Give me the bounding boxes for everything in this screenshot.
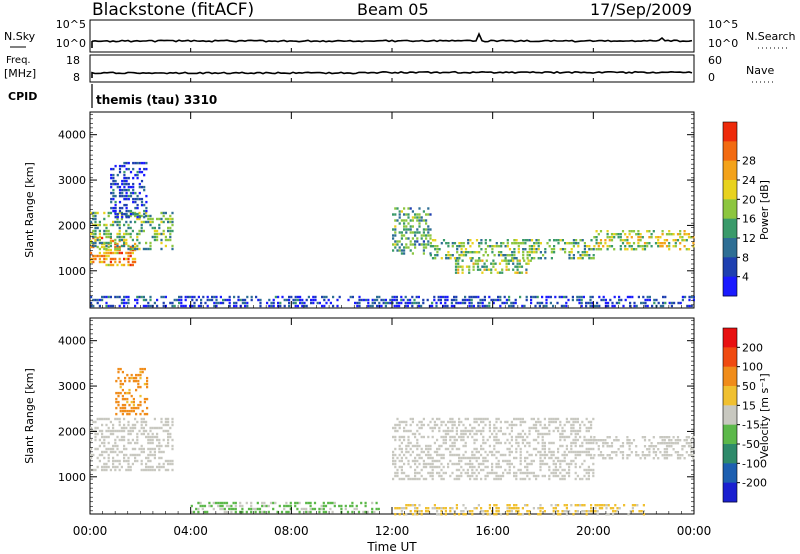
date-title: 17/Sep/2009 [590, 0, 692, 19]
velocity-region [90, 417, 174, 472]
nave-tick-top: 60 [708, 54, 722, 67]
x-tick-label: 20:00 [576, 524, 611, 538]
power-region [110, 161, 148, 219]
power-colorbar-swatch [723, 238, 737, 258]
nsearch-tick-top: 10^5 [708, 18, 738, 31]
velocity-y-axis: 1000 2000 3000 4000 [58, 319, 694, 512]
power-y-label: Slant Range [km] [23, 162, 36, 258]
power-colorbar-label: Power [dB] [758, 180, 771, 240]
freq-trace [91, 70, 693, 78]
power-colorbar: 4 8 12 16 20 24 28 [722, 121, 756, 297]
velocity-y-label: Slant Range [km] [23, 368, 36, 464]
power-colorbar-tick: 12 [742, 232, 756, 245]
y-tick-label: 2000 [58, 425, 86, 438]
nsky-trace [91, 32, 693, 48]
nsky-label: N.Sky [4, 30, 36, 43]
y-tick-label: 1000 [58, 471, 86, 484]
cpid-program: themis (tau) 3310 [96, 93, 217, 107]
velocity-colorbar-tick: 50 [742, 380, 756, 393]
velocity-region [190, 501, 380, 514]
nave-tick-bottom: 0 [708, 71, 715, 84]
freq-tick-top: 18 [66, 54, 80, 67]
power-colorbar-tick: 24 [742, 174, 756, 187]
power-heatmap [90, 161, 695, 308]
nave-label: Nave [746, 64, 774, 77]
x-tick-label: 04:00 [173, 524, 208, 538]
freq-tick-bottom: 8 [73, 71, 80, 84]
power-colorbar-tick: 28 [742, 155, 756, 168]
power-region [454, 259, 532, 274]
time-x-axis: 00:00 04:00 08:00 12:00 16:00 20:00 00:00 [73, 48, 712, 538]
cpid-label: CPID [8, 90, 37, 103]
power-colorbar-tick: 4 [742, 271, 749, 284]
x-axis-label: Time UT [366, 540, 417, 554]
velocity-region [593, 436, 695, 460]
x-tick-label: 00:00 [677, 524, 712, 538]
velocity-region [115, 367, 149, 416]
velocity-colorbar-tick: -15 [742, 419, 760, 432]
nsky-tick-top: 10^5 [56, 18, 86, 31]
velocity-colorbar-swatch [723, 386, 737, 406]
power-colorbar-swatch [723, 276, 737, 297]
velocity-colorbar-swatch [723, 463, 737, 484]
y-tick-label: 4000 [58, 335, 86, 348]
freq-unit-label: [MHz] [4, 67, 36, 80]
y-tick-label: 2000 [58, 219, 86, 232]
velocity-colorbar-tick: -50 [742, 438, 760, 451]
power-region [429, 239, 595, 260]
power-colorbar-swatch [723, 141, 737, 162]
freq-label: Freq. [6, 55, 31, 66]
velocity-colorbar-swatch [723, 482, 737, 503]
power-colorbar-tick: 16 [742, 213, 756, 226]
velocity-colorbar-swatch [723, 347, 737, 368]
power-colorbar-tick: 20 [742, 193, 756, 206]
velocity-colorbar-tick: -200 [742, 477, 767, 490]
freq-panel-frame [89, 54, 695, 83]
y-tick-label: 1000 [58, 265, 86, 278]
power-colorbar-swatch [723, 122, 737, 142]
power-y-axis: 1000 2000 3000 4000 [58, 113, 694, 306]
velocity-colorbar-swatch [723, 444, 737, 464]
velocity-panel-frame [89, 317, 695, 515]
velocity-colorbar-swatch [723, 405, 737, 426]
y-tick-label: 4000 [58, 129, 86, 142]
power-colorbar-swatch [723, 218, 737, 239]
velocity-region [392, 417, 595, 481]
y-tick-label: 3000 [58, 380, 86, 393]
power-region [593, 230, 695, 251]
nsky-tick-bottom: 10^0 [56, 37, 86, 50]
velocity-colorbar-label: Velocity [m s⁻¹] [758, 373, 771, 458]
velocity-colorbar-swatch [723, 366, 737, 387]
velocity-colorbar-tick: 100 [742, 361, 763, 374]
nsky-panel-frame [89, 19, 695, 53]
velocity-colorbar-tick: 15 [742, 399, 756, 412]
station-title: Blackstone (fitACF) [92, 0, 254, 20]
velocity-colorbar-swatch [723, 328, 737, 348]
nsearch-tick-bottom: 10^0 [708, 37, 738, 50]
velocity-colorbar-swatch [723, 424, 737, 445]
power-colorbar-swatch [723, 180, 737, 200]
velocity-colorbar: 200 100 50 15 -15 -50 -100 -200 [722, 327, 767, 503]
power-panel-frame [89, 111, 695, 309]
nsearch-label: N.Search [746, 30, 796, 43]
y-tick-label: 3000 [58, 174, 86, 187]
x-tick-label: 08:00 [274, 524, 309, 538]
power-region [90, 295, 695, 308]
x-tick-label: 00:00 [73, 524, 108, 538]
power-region [392, 207, 432, 255]
velocity-colorbar-tick: -100 [742, 457, 767, 470]
power-region [90, 236, 137, 267]
x-tick-label: 12:00 [375, 524, 410, 538]
power-colorbar-swatch [723, 160, 737, 181]
velocity-region [394, 504, 645, 516]
power-colorbar-tick: 8 [742, 251, 749, 264]
velocity-heatmap [90, 367, 695, 516]
power-colorbar-swatch [723, 257, 737, 278]
x-tick-label: 16:00 [475, 524, 510, 538]
power-colorbar-swatch [723, 199, 737, 220]
beam-title: Beam 05 [357, 0, 429, 19]
velocity-colorbar-tick: 200 [742, 341, 763, 354]
